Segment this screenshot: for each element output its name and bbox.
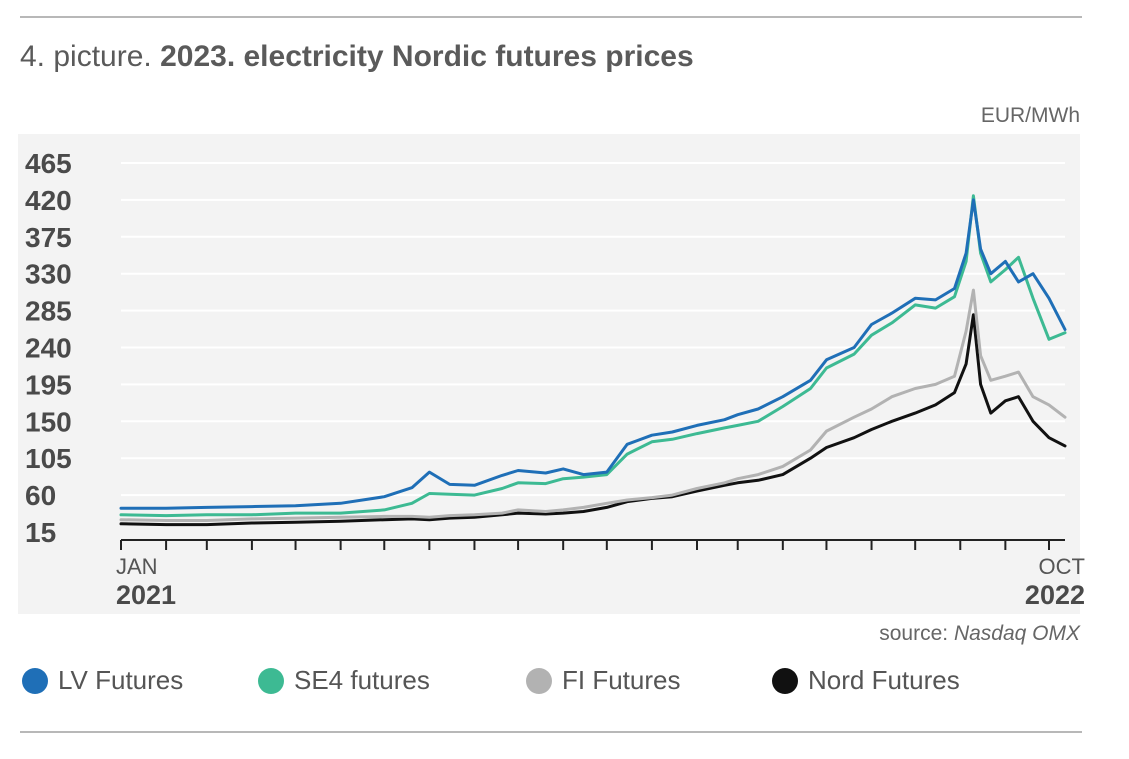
- y-tick-label: 420: [25, 185, 72, 216]
- legend-dot-se4: [258, 667, 284, 694]
- chart-title: 4. picture. 2023. electricity Nordic fut…: [20, 40, 694, 74]
- legend: LV Futures SE4 futures FI Futures Nord F…: [0, 665, 1129, 701]
- y-tick-label: 15: [25, 517, 56, 548]
- x-tick-month-label: OCT: [1039, 554, 1085, 579]
- top-divider: [20, 16, 1082, 18]
- y-axis: 15 60 105 150 195 240 285 330 375 420 465: [25, 148, 72, 548]
- y-tick-label: 195: [25, 369, 72, 400]
- legend-dot-nord: [772, 667, 798, 694]
- x-tick-month-label: JAN: [116, 554, 158, 579]
- legend-item-fi: FI Futures: [526, 665, 680, 696]
- series-line-fi-futures: [119, 288, 1067, 522]
- legend-label-lv: LV Futures: [58, 665, 184, 695]
- y-tick-label: 60: [25, 480, 56, 511]
- legend-item-nord: Nord Futures: [772, 665, 960, 696]
- legend-item-lv: LV Futures: [22, 665, 183, 696]
- source-name: Nasdaq OMX: [953, 622, 1080, 645]
- source-prefix: source:: [879, 622, 949, 645]
- legend-dot-lv: [22, 667, 48, 694]
- x-tick-year-label: 2021: [116, 580, 176, 610]
- y-tick-label: 105: [25, 443, 72, 474]
- legend-label-nord: Nord Futures: [808, 665, 960, 695]
- series-lines: [119, 194, 1067, 527]
- series-line-lv-futures: [119, 198, 1067, 510]
- legend-dot-fi: [526, 667, 552, 694]
- plot-background: [18, 134, 1080, 614]
- y-tick-label: 330: [25, 259, 72, 290]
- title-main: 2023. electricity Nordic futures prices: [160, 40, 694, 73]
- unit-label: EUR/MWh: [980, 104, 1080, 127]
- y-tick-label: 465: [25, 148, 72, 179]
- grid-lines: [121, 162, 1065, 497]
- legend-item-se4: SE4 futures: [258, 665, 430, 696]
- source-note: source: Nasdaq OMX: [879, 622, 1080, 646]
- bottom-divider: [20, 731, 1082, 733]
- legend-label-fi: FI Futures: [562, 665, 681, 695]
- y-tick-label: 375: [25, 222, 72, 253]
- series-line-nord-futures: [119, 313, 1067, 527]
- x-tick-year-label: 2022: [1025, 580, 1085, 610]
- y-tick-label: 240: [25, 333, 72, 364]
- title-prefix: 4. picture.: [20, 40, 152, 73]
- y-tick-label: 150: [25, 406, 72, 437]
- y-tick-label: 285: [25, 296, 72, 327]
- legend-label-se4: SE4 futures: [294, 665, 430, 695]
